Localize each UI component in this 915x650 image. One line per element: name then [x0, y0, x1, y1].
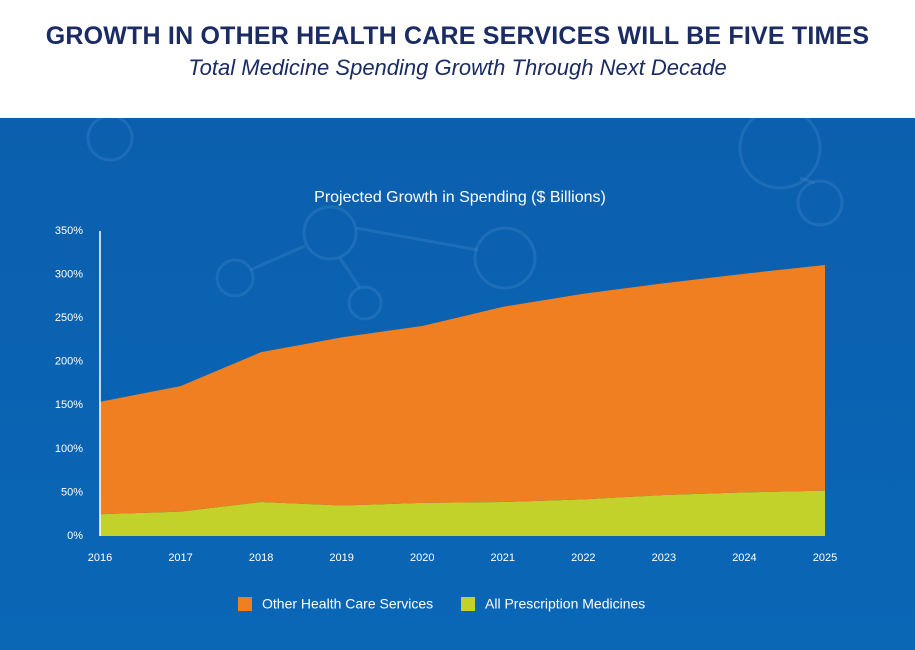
- legend-swatch: [461, 597, 475, 611]
- y-tick-label: 200%: [55, 356, 83, 368]
- x-tick-label: 2020: [410, 552, 434, 564]
- x-tick-label: 2019: [329, 552, 353, 564]
- legend-swatch: [238, 597, 252, 611]
- background-decoration: [86, 118, 844, 321]
- page-subtitle: Total Medicine Spending Growth Through N…: [188, 55, 727, 80]
- area: [100, 264, 825, 515]
- x-tick-label: 2022: [571, 552, 595, 564]
- y-tick-label: 0%: [67, 530, 83, 542]
- x-tick-label: 2017: [168, 552, 192, 564]
- x-tick-label: 2016: [88, 552, 112, 564]
- area: [100, 490, 825, 536]
- x-tick-label: 2025: [813, 552, 837, 564]
- x-tick-label: 2024: [732, 552, 756, 564]
- header: GROWTH IN OTHER HEALTH CARE SERVICES WIL…: [0, 0, 915, 118]
- y-tick-label: 150%: [55, 399, 83, 411]
- legend-label: Other Health Care Services: [262, 596, 433, 612]
- page-title: GROWTH IN OTHER HEALTH CARE SERVICES WIL…: [45, 22, 870, 50]
- y-tick-label: 300%: [55, 268, 83, 280]
- x-tick-label: 2023: [652, 552, 676, 564]
- chart-title: Projected Growth in Spending ($ Billions…: [314, 189, 606, 206]
- y-tick-label: 50%: [61, 486, 83, 498]
- y-tick-label: 250%: [55, 312, 83, 324]
- x-tick-label: 2018: [249, 552, 273, 564]
- legend-label: All Prescription Medicines: [485, 596, 645, 612]
- y-tick-label: 350%: [55, 225, 83, 237]
- chart: Projected Growth in Spending ($ Billions…: [0, 118, 915, 650]
- x-tick-label: 2021: [491, 552, 515, 564]
- y-tick-label: 100%: [55, 443, 83, 455]
